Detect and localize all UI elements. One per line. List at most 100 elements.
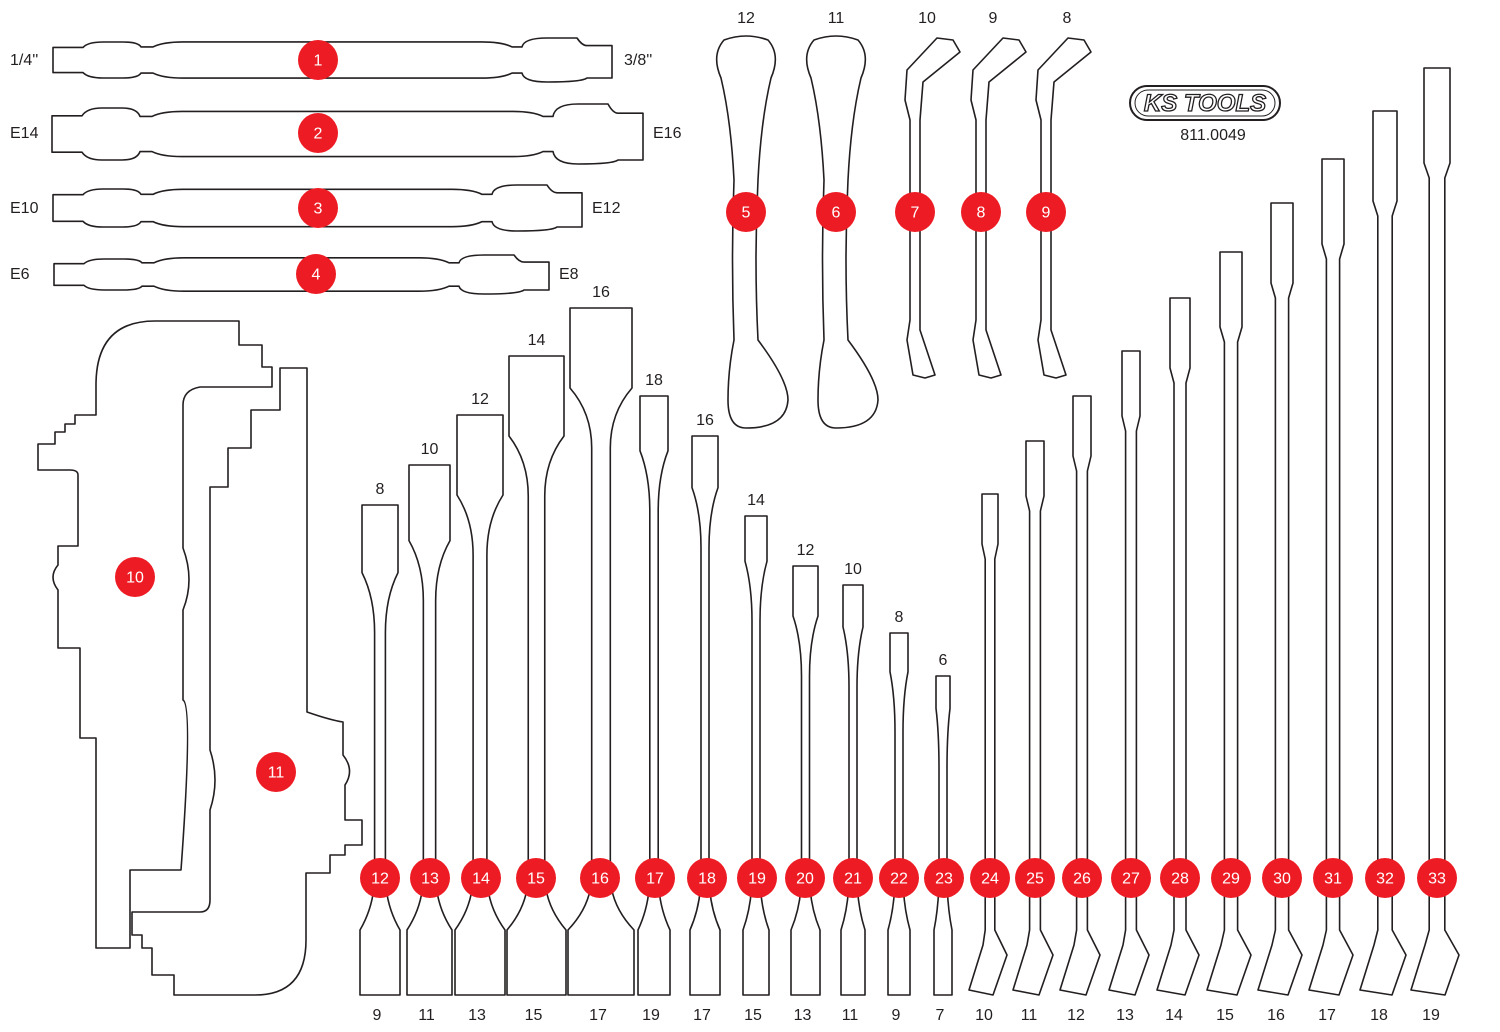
- double-wrench-slot: [887, 632, 911, 996]
- badge-number: 7: [911, 205, 920, 222]
- position-number-badge: 19: [737, 858, 777, 898]
- wrench-bottom-size: 14: [1165, 1007, 1183, 1024]
- badge-number: 16: [591, 871, 609, 888]
- badge-number: 13: [421, 871, 439, 888]
- box-wrench-size: 10: [918, 10, 936, 27]
- wrench-top-size: 12: [797, 542, 815, 559]
- badge-number: 22: [890, 871, 908, 888]
- combination-wrench-slot: [1059, 395, 1101, 996]
- badge-circle: [298, 188, 338, 228]
- double-wrench-slot: [790, 565, 821, 996]
- wrench-bottom-size: 17: [589, 1007, 607, 1024]
- ratchet-handle-slot: [37, 320, 273, 949]
- badge-circle: [1026, 192, 1066, 232]
- wrench-bottom-size: 10: [975, 1007, 993, 1024]
- wrench-top-size: 18: [645, 372, 663, 389]
- wrench-top-size: 8: [895, 609, 904, 626]
- badge-circle: [1160, 858, 1200, 898]
- badge-circle: [298, 40, 338, 80]
- position-number-badge: 13: [410, 858, 450, 898]
- bent-wrench-slot: [970, 37, 1027, 379]
- position-number-badge: 32: [1365, 858, 1405, 898]
- position-number-badge: 27: [1111, 858, 1151, 898]
- wrench-bottom-size: 19: [1422, 1007, 1440, 1024]
- badge-number: 32: [1376, 871, 1394, 888]
- badge-circle: [737, 858, 777, 898]
- position-number-badge: 16: [580, 858, 620, 898]
- badge-circle: [970, 858, 1010, 898]
- position-number-badge: 30: [1262, 858, 1302, 898]
- bit-left-size: E6: [10, 266, 30, 283]
- combination-wrench-slot: [1012, 440, 1054, 996]
- wrench-bottom-size: 19: [642, 1007, 660, 1024]
- wrench-bottom-size: 11: [842, 1007, 859, 1024]
- badge-number: 8: [977, 205, 986, 222]
- box-wrench-slot: [805, 35, 879, 429]
- badge-circle: [1062, 858, 1102, 898]
- position-number-badge: 18: [687, 858, 727, 898]
- badge-circle: [785, 858, 825, 898]
- badge-circle: [1211, 858, 1251, 898]
- badge-number: 18: [698, 871, 716, 888]
- position-number-badge: 22: [879, 858, 919, 898]
- badge-circle: [1111, 858, 1151, 898]
- double-wrench-slot: [840, 584, 866, 996]
- badge-circle: [516, 858, 556, 898]
- wrench-top-size: 12: [471, 391, 489, 408]
- badge-circle: [298, 113, 338, 153]
- wrench-bottom-size: 9: [892, 1007, 901, 1024]
- badge-number: 12: [371, 871, 389, 888]
- position-number-badge: 23: [924, 858, 964, 898]
- position-number-badge: 4: [296, 254, 336, 294]
- badge-number: 26: [1073, 871, 1091, 888]
- badge-circle: [924, 858, 964, 898]
- badge-number: 30: [1273, 871, 1291, 888]
- badge-circle: [1313, 858, 1353, 898]
- box-wrench-size: 9: [989, 10, 998, 27]
- wrench-top-size: 6: [939, 652, 948, 669]
- wrench-bottom-size: 9: [373, 1007, 382, 1024]
- double-wrench-slot: [567, 307, 635, 996]
- wrench-bottom-size: 15: [744, 1007, 762, 1024]
- badge-number: 29: [1222, 871, 1240, 888]
- badge-number: 27: [1122, 871, 1140, 888]
- position-number-badge: 1: [298, 40, 338, 80]
- part-number: 811.0049: [1180, 127, 1246, 144]
- combination-wrench-slot: [1359, 110, 1407, 996]
- wrench-top-size: 16: [696, 412, 714, 429]
- position-number-badge: 26: [1062, 858, 1102, 898]
- wrench-top-size: 14: [747, 492, 765, 509]
- bent-wrench-slot: [1035, 37, 1092, 379]
- position-number-badge: 17: [635, 858, 675, 898]
- badge-circle: [256, 752, 296, 792]
- double-wrench-slot: [406, 464, 453, 996]
- wrench-bottom-size: 13: [794, 1007, 812, 1024]
- combination-wrench-slot: [1156, 297, 1200, 996]
- badge-circle: [580, 858, 620, 898]
- wrench-bottom-size: 13: [468, 1007, 486, 1024]
- ks-tools-logo: KS TOOLS: [1129, 85, 1281, 121]
- position-number-badge: 9: [1026, 192, 1066, 232]
- badge-circle: [961, 192, 1001, 232]
- position-number-badge: 25: [1015, 858, 1055, 898]
- wrench-bottom-size: 15: [525, 1007, 543, 1024]
- badge-number: 11: [268, 765, 285, 782]
- combination-wrench-slot: [1108, 350, 1150, 996]
- bent-wrench-slot: [904, 37, 961, 379]
- badge-number: 19: [748, 871, 766, 888]
- position-number-badge: 10: [115, 557, 155, 597]
- badge-circle: [726, 192, 766, 232]
- double-wrench-slot: [933, 675, 953, 996]
- bit-right-size: E8: [559, 266, 579, 283]
- badge-number: 21: [844, 871, 862, 888]
- position-number-badge: 12: [360, 858, 400, 898]
- badge-number: 24: [981, 871, 999, 888]
- badge-circle: [296, 254, 336, 294]
- position-number-badge: 31: [1313, 858, 1353, 898]
- badge-number: 15: [527, 871, 545, 888]
- badge-circle: [1015, 858, 1055, 898]
- wrench-bottom-size: 17: [1318, 1007, 1336, 1024]
- double-wrench-slot: [359, 504, 401, 996]
- bit-right-size: E12: [592, 200, 621, 217]
